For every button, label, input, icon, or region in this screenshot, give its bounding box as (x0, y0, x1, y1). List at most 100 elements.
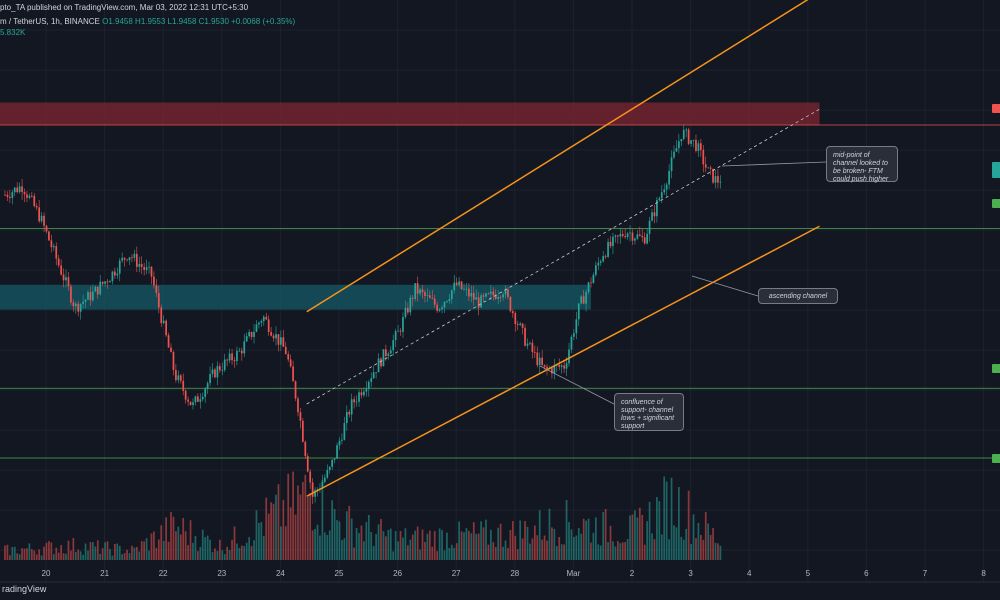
candle-body (631, 232, 634, 241)
volume-bar (77, 549, 80, 560)
volume-bar (245, 542, 248, 560)
volume-bar (546, 540, 548, 560)
volume-bar (299, 494, 302, 560)
volume-bar (333, 509, 336, 560)
candle-body (704, 164, 707, 168)
candle-body (6, 194, 9, 197)
candle-body (267, 319, 270, 332)
symbol-name[interactable]: m / TetherUS, 1h, BINANCE (0, 17, 100, 26)
candle-body (250, 332, 253, 337)
candle-body (236, 350, 238, 362)
candle-body (660, 192, 663, 199)
volume-bar (616, 541, 619, 560)
annotation-ascending-channel[interactable]: ascending channel (758, 288, 838, 304)
volume-bar (597, 544, 600, 560)
candle-body (663, 189, 666, 193)
volume-bar (526, 526, 529, 560)
candle-body (55, 246, 58, 259)
volume-bar (516, 549, 519, 560)
candle-body (253, 331, 255, 337)
candle-body (404, 307, 407, 318)
volume-bar (350, 518, 353, 560)
volume-bar (643, 544, 646, 560)
candle-body (353, 399, 355, 403)
volume-bar (248, 537, 251, 560)
candle-body (665, 184, 668, 190)
candle-body (358, 392, 360, 402)
candle-body (16, 187, 19, 193)
volume-bar (221, 550, 224, 560)
candle-body (446, 300, 448, 302)
candle-body (204, 388, 207, 397)
candle-body (153, 276, 155, 286)
volume-bar (9, 555, 11, 560)
volume-bar (150, 533, 153, 560)
candle-body (641, 235, 644, 238)
candle-body (255, 324, 258, 332)
candle-body (509, 296, 512, 312)
candle-body (707, 167, 710, 169)
volume-bar (602, 512, 605, 560)
volume-bar (490, 529, 492, 560)
volume-bar (280, 526, 282, 560)
x-tick-label: 22 (159, 569, 168, 578)
annotation-confluence[interactable]: confluence of support- channel lows + si… (614, 393, 684, 431)
candle-body (470, 292, 473, 297)
volume-bar (162, 540, 165, 560)
volume-bar (372, 546, 375, 560)
volume-bar (118, 545, 121, 560)
candle-body (497, 297, 500, 299)
candle-body (458, 281, 460, 286)
volume-bar (94, 546, 97, 560)
candle-body (287, 354, 290, 360)
annotation-midpoint[interactable]: mid-point of channel looked to be broken… (826, 146, 898, 183)
candle-body (272, 335, 275, 339)
candle-body (546, 366, 548, 369)
volume-bar (580, 533, 583, 560)
volume-bar (89, 541, 92, 560)
volume-bar (536, 535, 539, 560)
volume-bar (673, 525, 675, 560)
volume-bar (111, 555, 114, 560)
candle-body (624, 236, 627, 238)
candle-body (485, 293, 487, 297)
candle-body (592, 274, 595, 284)
connector-ascending (691, 275, 759, 297)
candle-body (336, 445, 338, 459)
volume-bar (148, 550, 150, 560)
x-tick-label: 5 (806, 569, 811, 578)
volume-bar (179, 534, 182, 560)
candle-body (690, 140, 692, 144)
candle-body (292, 366, 294, 382)
volume-bar (573, 536, 575, 560)
candle-body (62, 274, 65, 281)
volume-bar (270, 502, 272, 560)
volume-bar (153, 531, 155, 560)
volume-bar (84, 543, 87, 560)
volume-bar (223, 554, 226, 560)
volume-bar (292, 471, 294, 560)
candle-body (160, 307, 163, 324)
candle-body (187, 399, 189, 402)
candle-body (380, 358, 382, 367)
volume-bar (238, 547, 241, 560)
x-tick-label: Mar (567, 569, 581, 578)
volume-bar (419, 549, 421, 560)
volume-bar (355, 527, 358, 560)
volume-bar (341, 540, 343, 560)
volume-bar (258, 522, 260, 560)
candle-body (472, 292, 475, 300)
volume-bar (143, 541, 146, 560)
candle-body (177, 375, 180, 381)
volume-bar (428, 530, 431, 560)
candle-body (448, 298, 451, 301)
volume-bar (477, 533, 480, 560)
candle-body (382, 349, 385, 367)
candle-body (258, 322, 260, 325)
x-tick-label: 2 (630, 569, 635, 578)
volume-bar (262, 535, 265, 560)
candle-body (372, 372, 375, 379)
candle-body (50, 240, 53, 248)
candle-body (30, 195, 33, 197)
